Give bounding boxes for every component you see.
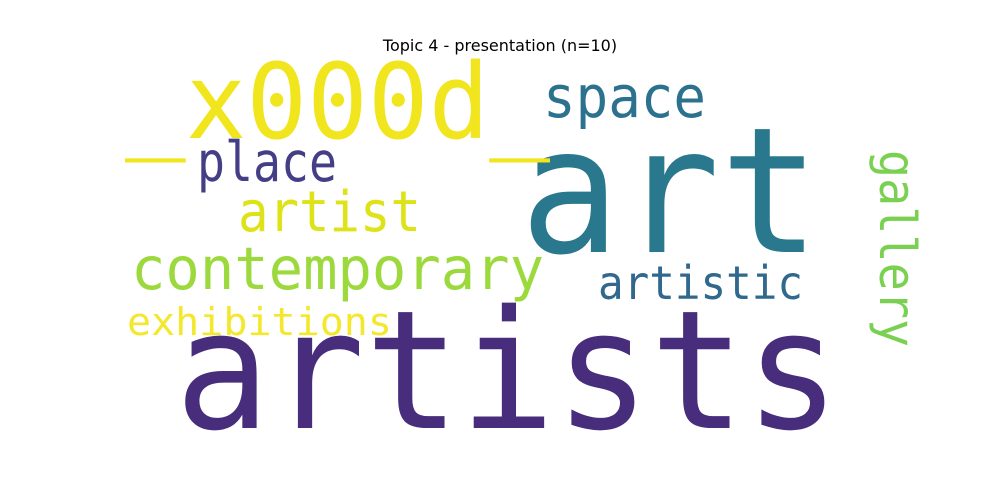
word-artist: artist xyxy=(238,180,421,245)
word-place: place xyxy=(197,130,337,194)
word-artistic: artistic xyxy=(598,256,803,310)
word-gallery: gallery xyxy=(868,150,926,347)
word-contemporary: contemporary xyxy=(131,234,544,303)
word-artists: artists xyxy=(175,275,840,467)
word-exhibitions: exhibitions xyxy=(127,300,392,344)
chart-title: Topic 4 - presentation (n=10) xyxy=(382,36,618,55)
word-x000d: _x000d_ xyxy=(125,41,550,163)
word-art: art xyxy=(520,91,820,294)
word-space: space xyxy=(543,63,706,131)
